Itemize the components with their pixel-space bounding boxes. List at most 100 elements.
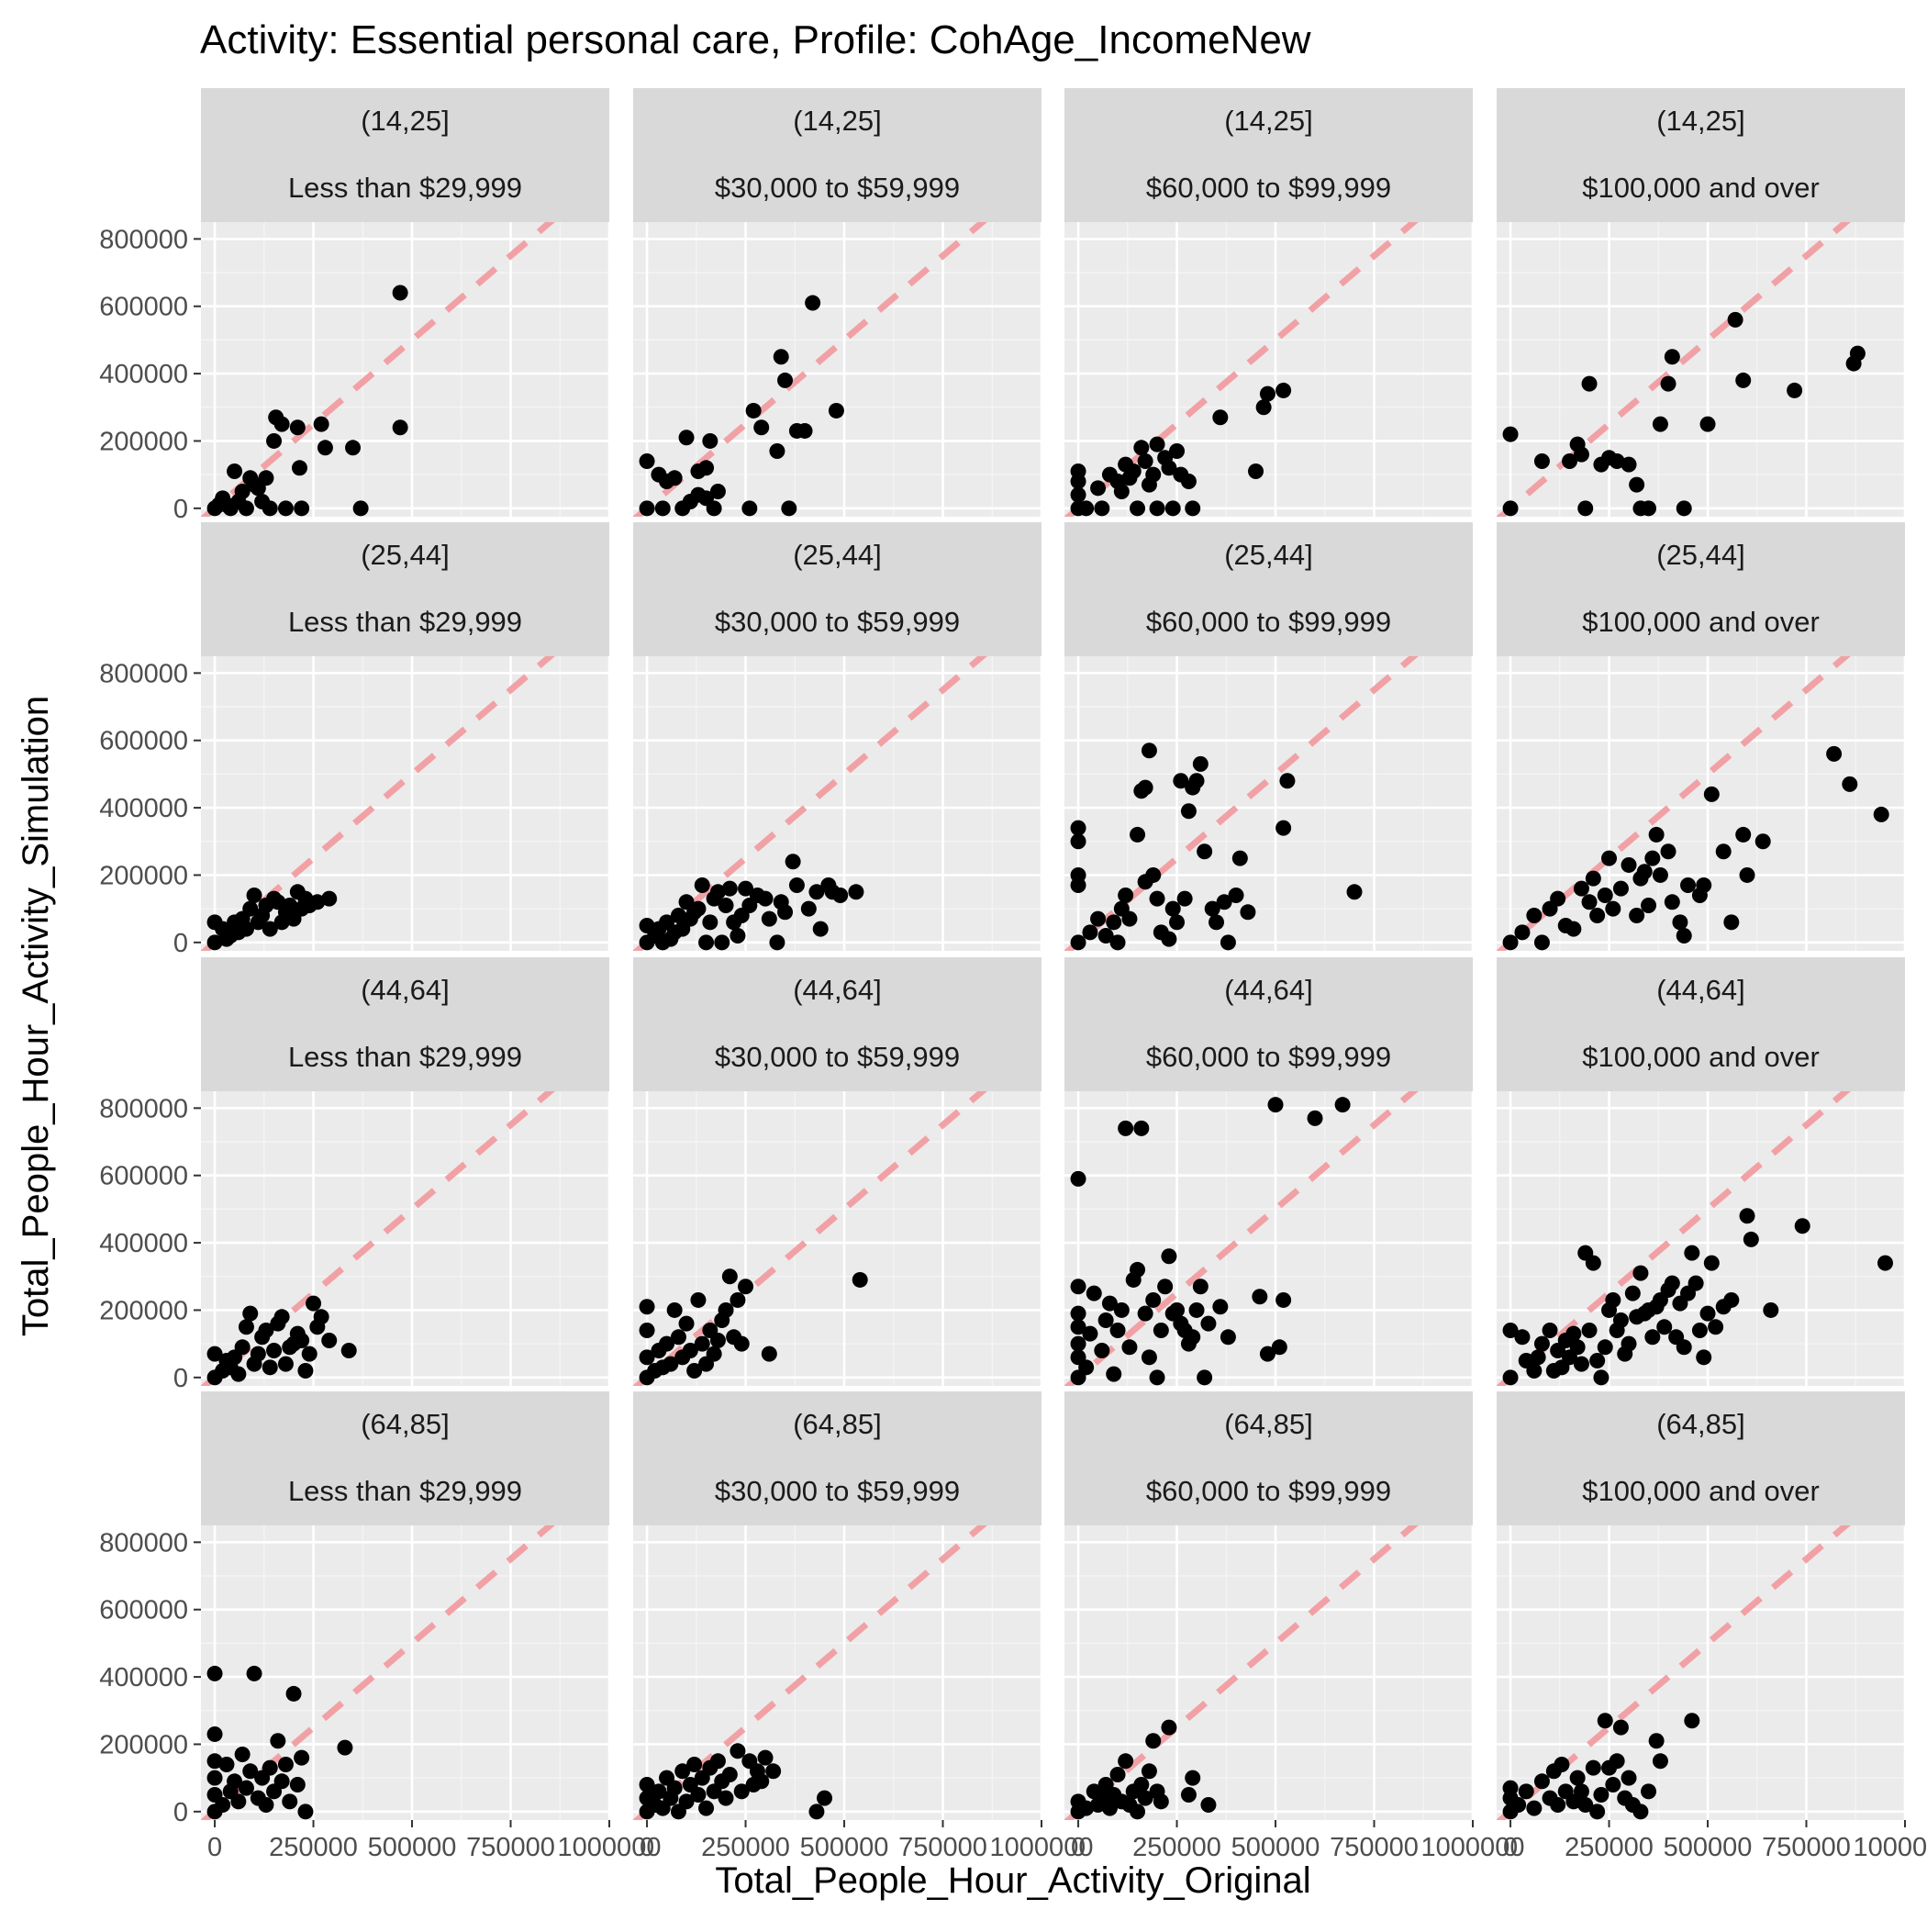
data-point: [694, 877, 710, 893]
data-point: [1145, 1291, 1162, 1308]
data-point: [753, 1773, 770, 1790]
data-point: [738, 1279, 754, 1295]
data-point: [313, 1309, 329, 1325]
facet-strip-income-label: $30,000 to $59,999: [715, 1475, 960, 1507]
data-point: [1231, 850, 1248, 866]
panel-content: [1497, 656, 1905, 951]
facet-strip-age-label: (44,64]: [361, 974, 450, 1006]
data-point: [1082, 924, 1098, 941]
data-point: [686, 1362, 703, 1379]
data-point: [321, 1332, 338, 1348]
data-point: [1585, 1255, 1601, 1271]
data-point: [1703, 1255, 1720, 1271]
data-point: [757, 1749, 774, 1766]
y-tick-label: 800000: [99, 225, 188, 254]
data-point: [270, 1733, 286, 1749]
data-point: [1589, 1804, 1606, 1820]
data-point: [1185, 500, 1201, 517]
data-point: [1530, 1349, 1546, 1366]
data-point: [817, 1790, 833, 1806]
data-point: [242, 900, 259, 917]
data-point: [1169, 442, 1186, 459]
data-point: [1070, 1279, 1086, 1295]
data-point: [297, 1362, 314, 1379]
data-point: [294, 1332, 310, 1348]
data-point: [828, 402, 844, 419]
data-point: [1118, 1753, 1134, 1770]
panel-content: [1064, 1525, 1473, 1820]
data-point: [1070, 866, 1086, 883]
data-point: [1727, 311, 1743, 328]
data-point: [1723, 914, 1740, 931]
data-point: [227, 1773, 243, 1790]
data-point: [289, 419, 306, 436]
data-point: [1743, 1231, 1759, 1247]
data-point: [1133, 440, 1150, 456]
facet-strip-income-label: $60,000 to $99,999: [1146, 172, 1391, 204]
data-point: [1180, 1786, 1197, 1803]
data-point: [1577, 500, 1594, 517]
data-point: [238, 1780, 254, 1796]
data-point: [258, 1322, 274, 1338]
facet-strip-age-label: (44,64]: [1656, 974, 1745, 1006]
data-point: [1577, 1796, 1594, 1813]
data-point: [1090, 910, 1107, 927]
data-point: [1153, 1322, 1169, 1338]
facet-panel-1-3: (25,44] $100,000 and over: [1497, 522, 1905, 951]
data-point: [639, 500, 655, 517]
data-point: [663, 1356, 679, 1372]
data-point: [761, 1346, 777, 1362]
data-point: [1636, 864, 1653, 880]
data-point: [238, 500, 254, 517]
data-point: [262, 1359, 278, 1376]
panel-content: [1064, 656, 1473, 951]
data-point: [702, 914, 718, 931]
facet-strip-income-label: $60,000 to $99,999: [1146, 1475, 1391, 1507]
data-point: [1149, 1369, 1165, 1386]
data-point: [1209, 914, 1225, 931]
data-point: [1660, 843, 1676, 860]
panel-content: [1497, 1525, 1905, 1820]
data-point: [1113, 483, 1130, 499]
data-point: [1502, 500, 1519, 517]
data-point: [1502, 1369, 1519, 1386]
data-point: [246, 887, 262, 903]
data-point: [1703, 786, 1720, 802]
data-point: [340, 1342, 357, 1358]
x-tick-label: 750000: [1330, 1833, 1419, 1862]
data-point: [1137, 452, 1153, 469]
data-point: [352, 500, 369, 517]
x-tick-label: 500000: [368, 1833, 457, 1862]
data-point: [1248, 463, 1264, 479]
data-point: [1621, 1770, 1637, 1786]
data-point: [1161, 1248, 1177, 1265]
data-point: [1573, 1783, 1589, 1800]
data-point: [206, 1665, 223, 1681]
y-axis-label: Total_People_Hour_Activity_Simulation: [16, 696, 56, 1336]
data-point: [666, 470, 683, 486]
data-point: [1708, 1319, 1724, 1335]
data-point: [1153, 1793, 1169, 1810]
data-point: [1275, 382, 1292, 398]
data-point: [1609, 1753, 1625, 1770]
panel-background: [1497, 222, 1905, 517]
data-point: [745, 402, 762, 419]
data-point: [1101, 1800, 1118, 1816]
data-point: [1164, 900, 1181, 917]
panel-background: [1497, 1091, 1905, 1386]
data-point: [639, 1299, 655, 1315]
panel-content: [201, 656, 609, 951]
data-point: [337, 1739, 353, 1756]
panel-background: [633, 1525, 1041, 1820]
data-point: [313, 416, 329, 432]
data-point: [1118, 887, 1134, 903]
data-point: [1307, 1110, 1323, 1126]
facet-strip: [1497, 88, 1905, 222]
data-point: [1161, 931, 1177, 947]
facet-panel-3-2: (64,85] $60,000 to $99,999 0 250000 500000 75…: [1064, 1391, 1524, 1862]
data-point: [1197, 1369, 1213, 1386]
data-point: [1648, 826, 1665, 843]
y-tick-label: 0: [173, 495, 188, 524]
data-point: [1629, 476, 1645, 493]
facet-panels: (14,25] Less than $29,999 0 200000 400000 600…: [99, 88, 1927, 1862]
